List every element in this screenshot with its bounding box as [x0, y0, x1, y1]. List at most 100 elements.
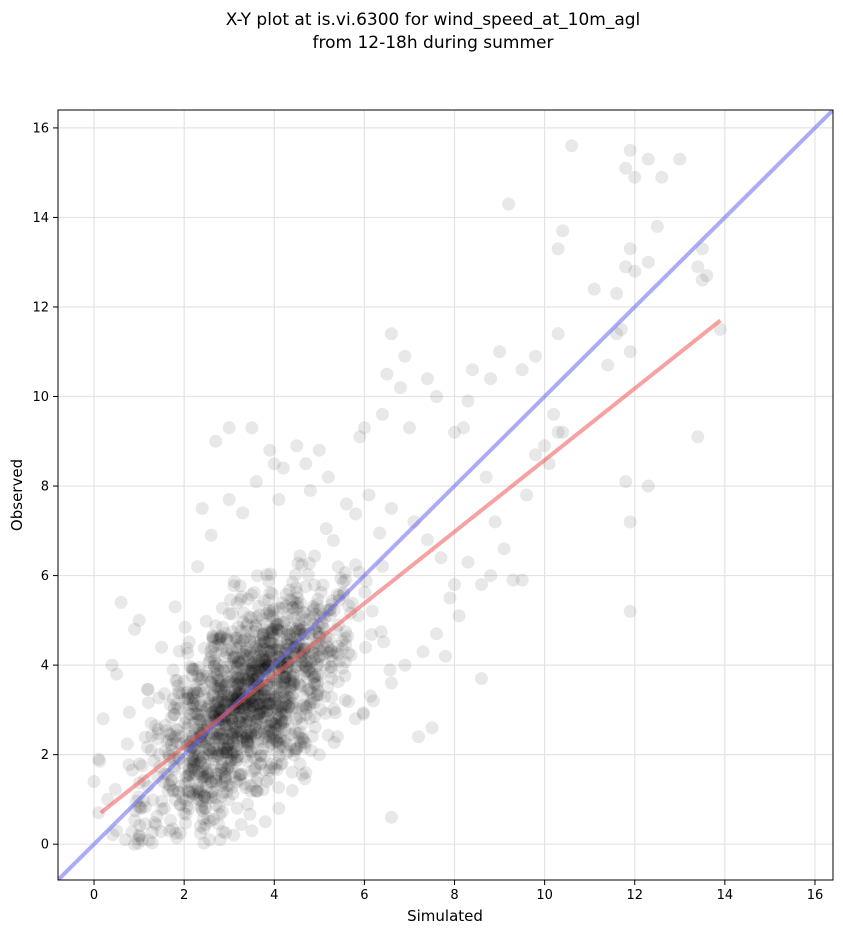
scatter-point — [212, 695, 226, 709]
scatter-point — [342, 599, 356, 613]
scatter-point — [239, 648, 253, 662]
scatter-point — [290, 622, 304, 636]
scatter-point — [249, 475, 263, 489]
scatter-point — [271, 623, 285, 637]
scatter-point — [338, 669, 352, 683]
scatter-point — [186, 760, 200, 774]
scatter-point — [207, 753, 221, 767]
scatter-point — [344, 648, 358, 662]
scatter-point — [283, 738, 297, 752]
scatter-point — [184, 765, 198, 779]
scatter-point — [231, 678, 245, 692]
scatter-point — [256, 629, 270, 643]
scatter-point — [249, 723, 263, 737]
scatter-point — [272, 493, 286, 506]
scatter-point — [295, 717, 309, 731]
scatter-point — [260, 704, 274, 718]
scatter-point — [452, 609, 466, 623]
scatter-point — [241, 728, 254, 742]
scatter-point — [195, 794, 209, 808]
scatter-point — [262, 574, 276, 588]
scatter-point — [138, 730, 152, 744]
scatter-point — [271, 736, 285, 749]
scatter-point — [246, 709, 260, 723]
scatter-point — [284, 688, 298, 702]
scatter-point — [218, 627, 232, 640]
scatter-point — [252, 708, 266, 722]
scatter-point — [210, 732, 224, 746]
scatter-point — [269, 617, 283, 631]
scatter-point — [298, 613, 312, 627]
scatter-point — [479, 470, 493, 484]
scatter-point — [256, 697, 270, 710]
scatter-point — [249, 610, 263, 624]
scatter-point — [283, 691, 297, 705]
scatter-point — [182, 784, 196, 798]
scatter-point — [207, 633, 220, 647]
scatter-point — [148, 816, 162, 830]
scatter-point — [265, 635, 279, 649]
scatter-point — [283, 680, 297, 694]
scatter-point — [263, 586, 277, 599]
scatter-point — [305, 659, 319, 673]
scatter-point — [271, 708, 284, 722]
scatter-point — [601, 358, 615, 372]
scatter-point — [235, 717, 249, 731]
scatter-point — [202, 699, 216, 713]
scatter-point — [181, 775, 195, 789]
scatter-point — [188, 754, 202, 768]
scatter-point — [224, 746, 238, 760]
scatter-point — [307, 653, 321, 667]
scatter-point — [276, 601, 290, 615]
scatter-point — [233, 579, 247, 593]
scatter-point — [224, 726, 237, 740]
scatter-point — [234, 725, 248, 739]
scatter-point — [258, 655, 272, 668]
scatter-point — [201, 766, 215, 780]
scatter-point — [284, 621, 298, 635]
scatter-point — [226, 725, 240, 739]
scatter-point — [182, 768, 196, 781]
scatter-point — [195, 750, 209, 764]
scatter-point — [204, 650, 218, 664]
scatter-point — [321, 640, 335, 654]
scatter-point — [213, 727, 227, 741]
scatter-point — [208, 659, 221, 673]
scatter-point — [218, 678, 232, 692]
scatter-point — [289, 742, 303, 756]
scatter-point — [169, 723, 183, 736]
scatter-point — [262, 698, 276, 711]
scatter-point — [142, 833, 156, 847]
scatter-point — [257, 690, 271, 704]
scatter-point — [232, 655, 246, 669]
scatter-point — [218, 742, 232, 756]
scatter-point — [229, 775, 243, 789]
scatter-point — [220, 785, 234, 799]
scatter-point — [171, 785, 185, 799]
scatter-point — [216, 663, 230, 677]
scatter-point — [251, 713, 265, 727]
scatter-point — [279, 688, 293, 702]
scatter-point — [273, 737, 286, 751]
scatter-point — [170, 831, 184, 845]
scatter-point — [236, 716, 250, 730]
scatter-point — [331, 560, 345, 574]
scatter-point — [140, 740, 154, 754]
scatter-point — [194, 801, 208, 815]
scatter-point — [253, 654, 267, 668]
scatter-point — [210, 694, 224, 708]
scatter-point — [170, 673, 184, 687]
scatter-point — [416, 645, 430, 659]
scatter-point — [237, 671, 251, 685]
scatter-point — [135, 801, 148, 815]
scatter-point — [204, 763, 218, 777]
identity-line — [58, 110, 833, 880]
scatter-point — [230, 661, 244, 675]
scatter-point — [243, 714, 257, 728]
chart-title-line-2: from 12-18h during summer — [313, 33, 554, 53]
scatter-point — [299, 580, 312, 594]
scatter-point — [265, 737, 279, 751]
scatter-point — [226, 607, 240, 621]
scatter-point — [313, 650, 327, 664]
scatter-point — [221, 738, 235, 752]
